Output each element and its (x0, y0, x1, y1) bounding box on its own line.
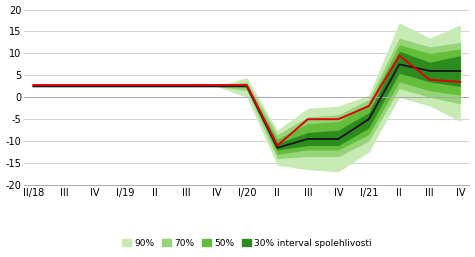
Legend: 90%, 70%, 50%, 30% interval spolehlivosti: 90%, 70%, 50%, 30% interval spolehlivost… (118, 235, 376, 251)
